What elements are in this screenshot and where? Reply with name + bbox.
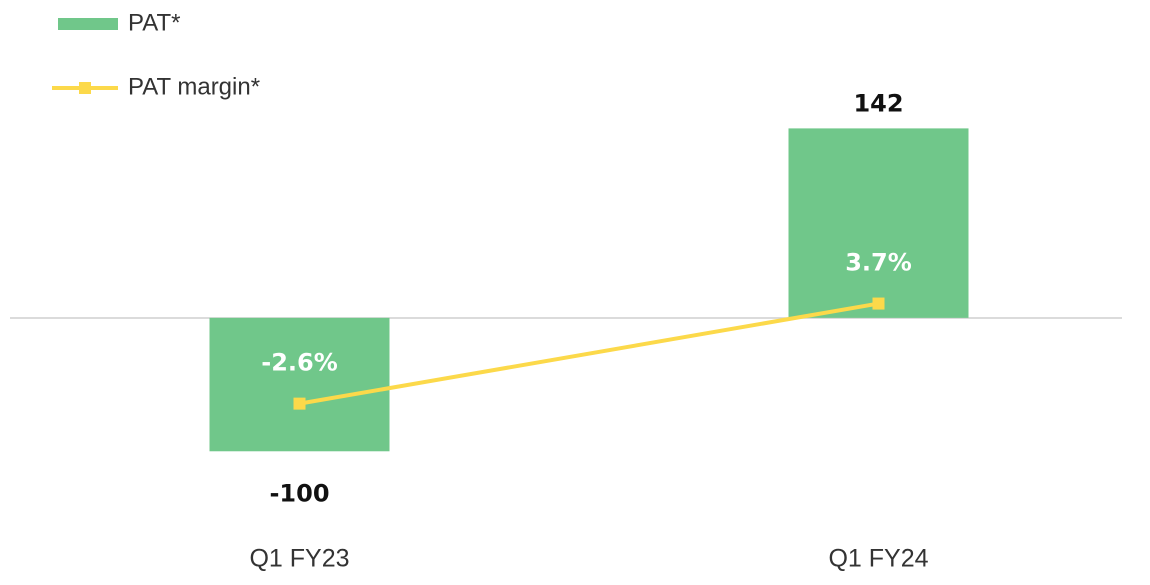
legend-swatch [58, 18, 118, 30]
x-tick-label: Q1 FY24 [828, 545, 928, 573]
bar-label: -100 [269, 479, 329, 507]
bar [788, 128, 969, 318]
line-label: 3.7% [845, 249, 912, 277]
legend-label: PAT* [128, 9, 180, 36]
bar [209, 317, 390, 452]
bar-label: 142 [853, 89, 903, 117]
line-marker [872, 297, 885, 310]
line [299, 301, 879, 406]
x-tick-label: Q1 FY23 [249, 545, 349, 573]
legend-label: PAT margin* [128, 73, 260, 100]
line-marker [293, 397, 306, 410]
line-label: -2.6% [261, 349, 338, 377]
legend-swatch [79, 82, 91, 94]
